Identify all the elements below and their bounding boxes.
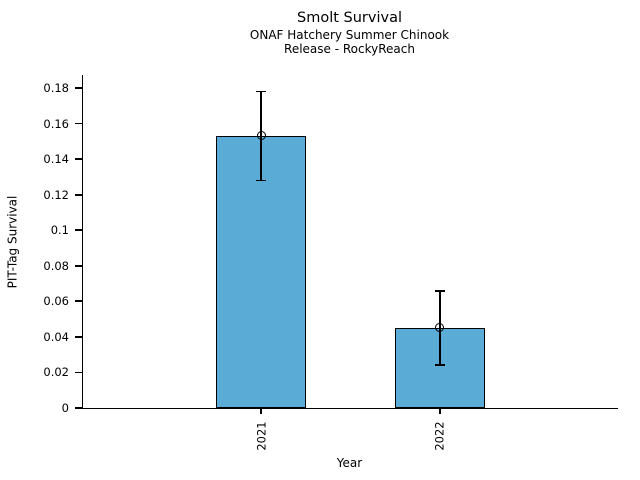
- y-tick-label: 0.1: [50, 223, 69, 238]
- y-tick-mark: [75, 407, 82, 409]
- y-axis-label: PIT-Tag Survival: [5, 195, 19, 289]
- x-tick-mark: [260, 408, 263, 414]
- y-tick-label: 0.02: [43, 365, 69, 380]
- y-tick-mark: [75, 371, 82, 374]
- error-bar-cap-top: [434, 289, 445, 292]
- y-tick-mark: [75, 193, 82, 196]
- chart-subtitle-line-1: ONAF Hatchery Summer Chinook: [249, 28, 450, 42]
- y-tick-mark: [75, 264, 82, 267]
- mean-marker-circle-icon: [435, 323, 445, 333]
- chart-title: Smolt Survival: [297, 10, 402, 26]
- chart-header: Smolt Survival ONAF Hatchery Summer Chin…: [82, 8, 617, 56]
- plot-area: 0 0.02 0.04 0.06 0.08 0.1 0.12 0.14 0.16 0.18 2021…: [43, 75, 618, 451]
- mean-marker-circle-icon: [256, 131, 266, 141]
- y-tick-label: 0.18: [43, 80, 69, 95]
- y-tick-mark: [75, 229, 82, 232]
- y-tick-label: 0.08: [43, 258, 69, 273]
- y-tick-label: 0.06: [43, 294, 69, 309]
- y-tick-mark: [75, 158, 82, 160]
- x-tick-label-text: 2022: [432, 421, 447, 451]
- y-tick-label: 0.14: [43, 152, 69, 167]
- y-tick-mark: [75, 335, 82, 338]
- error-bar-cap-top: [256, 90, 267, 93]
- y-tick-label: 0.16: [43, 116, 69, 131]
- y-tick-label: 0.12: [43, 187, 69, 202]
- chart-subtitle-line-2: Release - RockyReach: [284, 42, 415, 56]
- x-tick-mark: [438, 408, 441, 414]
- error-bar-cap-bottom: [434, 364, 445, 367]
- y-tick-label: 0.04: [43, 329, 69, 344]
- x-tick-label: 2022: [418, 416, 462, 456]
- y-tick-mark: [75, 122, 82, 125]
- y-tick-label: 0: [61, 401, 69, 415]
- error-bar-cap-bottom: [256, 179, 267, 182]
- x-tick-label: 2021: [239, 416, 283, 456]
- y-tick-mark: [75, 300, 82, 303]
- x-tick-label-text: 2021: [254, 421, 269, 451]
- x-axis-label: Year: [336, 456, 363, 470]
- y-tick-mark: [75, 87, 82, 89]
